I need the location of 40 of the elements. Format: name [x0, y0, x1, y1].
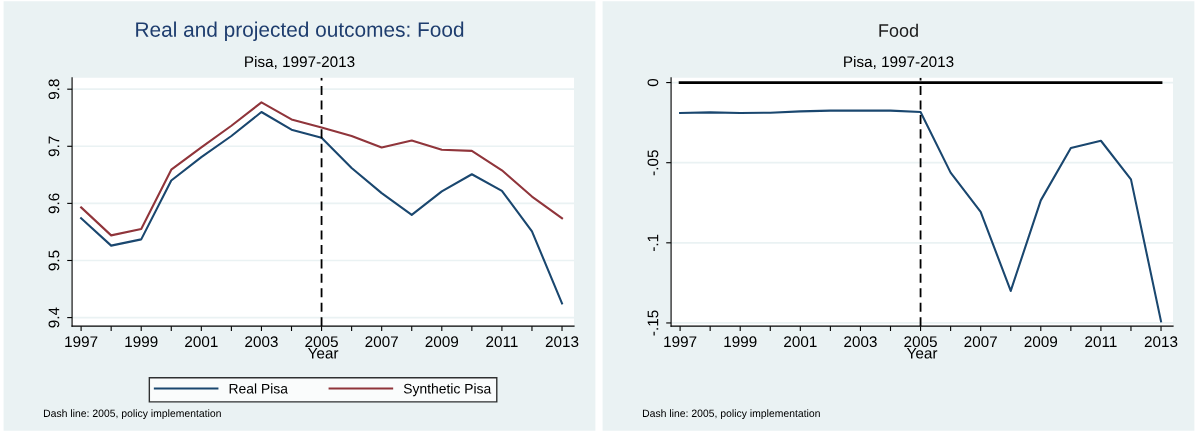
legend-label: Real Pisa: [229, 383, 288, 394]
y-tick-label: -.15: [647, 310, 659, 336]
x-tick-label: 2013: [1144, 336, 1178, 348]
y-tick-label: 9.7: [48, 136, 60, 157]
x-tick-label: 1997: [664, 336, 697, 348]
x-tick-label: 1999: [724, 336, 757, 348]
x-tick-label: 2007: [964, 336, 997, 348]
x-tick-label: 2005: [904, 336, 937, 348]
text: Dash line: 2005, policy implementation: [642, 409, 820, 420]
x-tick-label: 2009: [425, 336, 459, 348]
y-tick-label: -.1: [647, 234, 659, 252]
y-tick-label: 9.8: [48, 79, 60, 100]
y-tick-label: -.05: [647, 150, 659, 176]
y-tick-label: 9.4: [48, 307, 60, 328]
x-tick-label: 2013: [545, 336, 579, 348]
line-series: [679, 109, 1163, 323]
x-tick-label: 1999: [125, 336, 158, 348]
x-tick-label: 2007: [365, 336, 398, 348]
chart-subtitle: Pisa, 1997-2013: [844, 55, 954, 69]
x-tick-label: 2005: [305, 336, 338, 348]
y-tick-label: 0: [647, 78, 659, 87]
chart-title: Real and projected outcomes: Food: [136, 21, 464, 42]
x-tick-label: 1997: [65, 336, 98, 348]
text: Dash line: 2005, policy implementation: [43, 409, 221, 420]
x-tick-label: 2001: [784, 336, 817, 348]
line-series: [80, 110, 564, 305]
y-tick-label: 9.6: [48, 193, 60, 214]
x-tick-label: 2011: [486, 336, 518, 348]
chart-subtitle: Pisa, 1997-2013: [245, 55, 355, 69]
y-tick-label: 9.5: [48, 250, 60, 271]
x-axis-title: Year: [906, 347, 938, 359]
legend-label: Synthetic Pisa: [403, 383, 492, 397]
x-tick-label: 2009: [1024, 336, 1058, 348]
x-tick-label: 2001: [185, 336, 218, 348]
chart-title: Food: [879, 23, 918, 37]
x-axis-title: Year: [307, 347, 339, 359]
line-series: [80, 101, 564, 237]
x-tick-label: 2003: [844, 336, 877, 348]
x-tick-label: 2011: [1085, 336, 1117, 348]
x-tick-label: 2003: [245, 336, 278, 348]
